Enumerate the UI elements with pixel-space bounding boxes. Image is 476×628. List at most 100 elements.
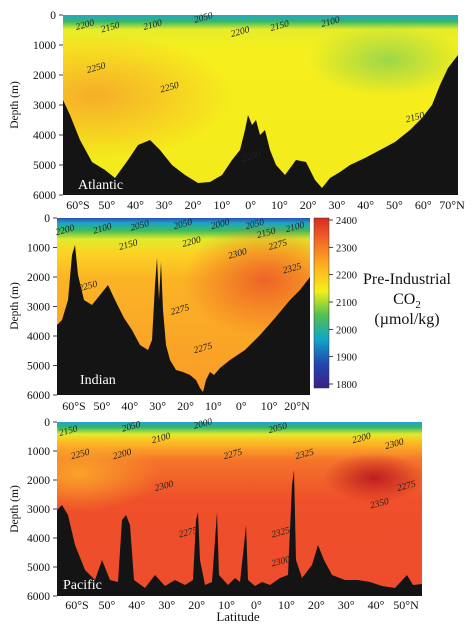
colorbar-tick-label: 2300 [336,243,357,254]
pacific-north-high-core [57,422,422,596]
pacific-panel: Pacific 0 1000 2000 3000 4000 5000 6000 Depth … [9,417,422,624]
atlantic-seafloor [63,55,458,195]
indian-x-tick-label: 60°S [62,399,85,413]
atlantic-x-tick-label: 0° [245,198,256,212]
pacific-contour-label: 2325 [270,526,291,541]
pacific-contour-label: 2300 [270,555,291,570]
pacific-y-tick-label: 4000 [27,533,50,545]
atlantic-basin-label: Atlantic [78,178,123,193]
pacific-x-tick-label: 50° [99,598,116,612]
atlantic-contour-label: 2200 [75,18,96,33]
pacific-x-tick-label: 0° [251,598,262,612]
indian-contour-label: 2150 [118,238,139,253]
colorbar-tick-label: 1800 [336,380,357,391]
atlantic-panel: Atlantic 0 1000 2000 3000 4000 5000 6000 Depth… [9,10,465,212]
colorbar-title-line1: Pre-Industrial [363,271,452,288]
indian-x-tick-label: 0° [236,399,247,413]
pacific-y-tick-label: 6000 [27,591,50,603]
atlantic-x-tick-label: 40° [357,198,374,212]
atlantic-contour-label: 2200 [241,150,262,165]
atlantic-y-tick-label: 3000 [33,100,56,112]
atlantic-contour-label: 2150 [100,21,121,36]
atlantic-x-tick-label: 30° [156,198,173,212]
pacific-contour-labels: 2150 2050 2000 2050 2100 2200 2300 2250 2200 2275… [58,417,417,569]
indian-y-tick-label: 5000 [27,361,50,373]
indian-contour-label: 2000 [210,218,231,233]
pacific-contour-label: 2050 [267,421,288,436]
indian-y-ticks: 0 1000 2000 3000 4000 5000 6000 [27,213,57,402]
atlantic-contour-labels: 2050 2100 2150 2200 2250 2250 2200 2150 2100 2150… [75,11,426,164]
atlantic-contour-label: 2250 [159,81,180,96]
indian-panel: Indian 0 1000 2000 3000 4000 5000 6000 Depth (… [9,213,310,413]
pacific-x-tick-label: 30° [158,598,175,612]
pacific-x-tick-label: 20° [188,598,205,612]
indian-x-tick-label: 50° [93,399,110,413]
indian-contour-label: 2325 [282,262,303,277]
atlantic-y-tick-label: 1000 [33,40,56,52]
pacific-y-tick-label: 5000 [27,562,50,574]
atlantic-y-tick-label: 6000 [33,190,56,202]
atlantic-y-axis-label: Depth (m) [9,81,21,129]
atlantic-x-tick-label: 70°N [439,198,465,212]
indian-x-ticks: 60°S 50° 40° 30° 20° 10° 0° 10° 20°N [62,399,310,413]
atlantic-contour-label: 2100 [320,15,341,30]
indian-contour-label: 2100 [92,222,113,237]
atlantic-x-tick-label: 20° [300,198,317,212]
pacific-x-tick-label: 10° [218,598,235,612]
atlantic-y-ticks: 0 1000 2000 3000 4000 5000 6000 [33,10,63,202]
atlantic-x-tick-label: 60°S [66,198,89,212]
atlantic-x-tick-label: 50° [386,198,403,212]
atlantic-contour-label: 2150 [405,111,426,126]
pacific-contour-label: 2000 [193,417,214,432]
pacific-y-tick-label: 3000 [27,504,50,516]
indian-x-tick-label: 10° [261,399,278,413]
atlantic-contour-label: 2200 [230,25,251,40]
pacific-x-tick-label: 10° [278,598,295,612]
pacific-contour-label: 2275 [178,526,199,541]
colorbar-units: (µmol/kg) [374,311,439,328]
indian-x-tick-label: 40° [121,399,138,413]
pacific-contour-label: 2350 [369,497,390,512]
colorbar-title-line2: CO2 [393,291,421,311]
pacific-y-ticks: 0 1000 2000 3000 4000 5000 6000 [27,417,57,603]
pacific-contour-label: 2200 [351,432,372,447]
indian-y-axis-label: Depth (m) [9,282,21,330]
colorbar-gradient [313,217,330,389]
colorbar-tick-label: 1900 [336,353,357,364]
colorbar: 2400 2300 2200 2100 2000 1900 1800 Pre-Industr… [313,216,452,391]
indian-x-tick-label: 20°N [284,399,310,413]
atlantic-x-tick-label: 10° [271,198,288,212]
indian-contour-label: 2200 [55,223,76,238]
pacific-contour-label: 2325 [294,448,315,463]
pacific-x-tick-label: 20° [308,598,325,612]
indian-contour-label: 2100 [285,221,306,236]
indian-basin-label: Indian [80,373,116,388]
colorbar-ticks: 2400 2300 2200 2100 2000 1900 1800 [329,216,357,391]
pacific-contour-label: 2300 [384,437,405,452]
pacific-basin-label: Pacific [63,578,102,593]
indian-seafloor [57,245,310,395]
indian-contour-label: 2050 [244,218,265,233]
pacific-y-tick-label: 1000 [27,446,50,458]
atlantic-y-tick-label: 4000 [33,130,56,142]
indian-contour-label: 2150 [256,226,277,241]
atlantic-contour-label: 2250 [86,61,107,76]
pacific-x-tick-label: 40° [368,598,385,612]
pacific-x-tick-label: 30° [338,598,355,612]
atlantic-contour-label: 2100 [142,18,163,33]
colorbar-tick-label: 2100 [336,298,357,309]
atlantic-x-tick-label: 60° [415,198,432,212]
atlantic-y-tick-label: 5000 [33,160,56,172]
pacific-contour-label: 2100 [151,432,172,447]
indian-y-tick-label: 2000 [27,272,50,284]
pacific-contour-label: 2275 [223,448,244,463]
x-axis-label-latitude: Latitude [216,609,260,624]
indian-y-tick-label: 4000 [27,331,50,343]
atlantic-contour-label: 2150 [269,19,290,34]
indian-y-tick-label: 0 [44,213,50,225]
indian-y-tick-label: 3000 [27,302,50,314]
pacific-contour-label: 2250 [70,448,91,463]
atlantic-x-ticks: 60°S 50° 40° 30° 20° 10° 0° 10° 20° 30° 40° 50° 60° 7… [66,198,465,212]
atlantic-x-tick-label: 20° [185,198,202,212]
